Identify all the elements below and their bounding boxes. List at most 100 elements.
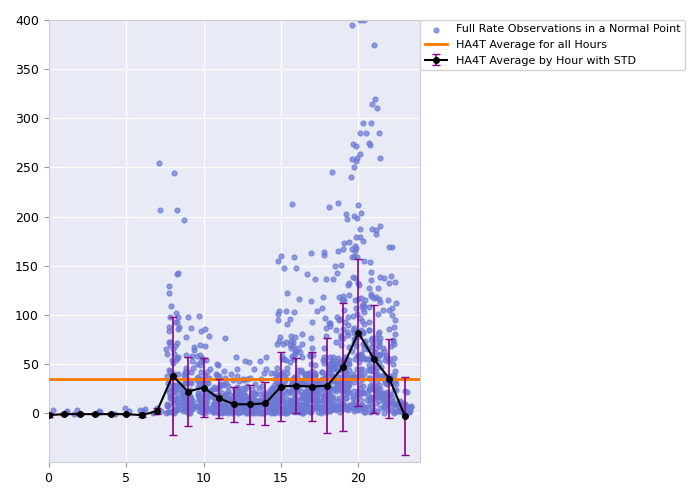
Full Rate Observations in a Normal Point — [247, 396, 258, 404]
Full Rate Observations in a Normal Point — [331, 372, 342, 380]
Full Rate Observations in a Normal Point — [244, 392, 256, 400]
Full Rate Observations in a Normal Point — [400, 400, 411, 407]
Full Rate Observations in a Normal Point — [288, 374, 300, 382]
Full Rate Observations in a Normal Point — [186, 357, 197, 365]
Full Rate Observations in a Normal Point — [94, 407, 105, 415]
Full Rate Observations in a Normal Point — [403, 408, 414, 416]
Full Rate Observations in a Normal Point — [335, 360, 346, 368]
Full Rate Observations in a Normal Point — [340, 382, 351, 390]
Full Rate Observations in a Normal Point — [336, 364, 347, 372]
Full Rate Observations in a Normal Point — [286, 377, 297, 385]
Full Rate Observations in a Normal Point — [225, 406, 237, 413]
Full Rate Observations in a Normal Point — [396, 408, 407, 416]
Full Rate Observations in a Normal Point — [381, 396, 392, 404]
Full Rate Observations in a Normal Point — [382, 398, 393, 406]
Full Rate Observations in a Normal Point — [391, 386, 402, 394]
Full Rate Observations in a Normal Point — [276, 408, 288, 416]
Full Rate Observations in a Normal Point — [209, 402, 220, 409]
Full Rate Observations in a Normal Point — [270, 396, 281, 404]
Full Rate Observations in a Normal Point — [302, 388, 314, 396]
Full Rate Observations in a Normal Point — [374, 296, 385, 304]
Full Rate Observations in a Normal Point — [216, 380, 227, 388]
Full Rate Observations in a Normal Point — [188, 343, 199, 351]
Full Rate Observations in a Normal Point — [377, 344, 388, 352]
Full Rate Observations in a Normal Point — [399, 387, 410, 395]
Full Rate Observations in a Normal Point — [244, 400, 256, 407]
Full Rate Observations in a Normal Point — [185, 378, 196, 386]
Full Rate Observations in a Normal Point — [241, 376, 253, 384]
Full Rate Observations in a Normal Point — [354, 332, 365, 340]
Full Rate Observations in a Normal Point — [240, 404, 251, 411]
Full Rate Observations in a Normal Point — [165, 394, 176, 402]
Full Rate Observations in a Normal Point — [179, 368, 190, 376]
Full Rate Observations in a Normal Point — [373, 342, 384, 349]
Full Rate Observations in a Normal Point — [357, 388, 368, 396]
Full Rate Observations in a Normal Point — [369, 348, 380, 356]
Full Rate Observations in a Normal Point — [235, 402, 246, 409]
Full Rate Observations in a Normal Point — [273, 389, 284, 397]
Full Rate Observations in a Normal Point — [355, 233, 366, 241]
Full Rate Observations in a Normal Point — [371, 378, 382, 386]
Full Rate Observations in a Normal Point — [224, 400, 235, 408]
Full Rate Observations in a Normal Point — [295, 378, 307, 386]
Full Rate Observations in a Normal Point — [242, 403, 253, 411]
Full Rate Observations in a Normal Point — [364, 139, 375, 147]
Full Rate Observations in a Normal Point — [274, 382, 285, 390]
Full Rate Observations in a Normal Point — [214, 406, 225, 413]
Full Rate Observations in a Normal Point — [363, 318, 374, 326]
Full Rate Observations in a Normal Point — [208, 383, 219, 391]
Full Rate Observations in a Normal Point — [284, 400, 295, 408]
Full Rate Observations in a Normal Point — [237, 384, 248, 392]
Full Rate Observations in a Normal Point — [336, 376, 347, 384]
Full Rate Observations in a Normal Point — [323, 360, 335, 368]
Full Rate Observations in a Normal Point — [193, 380, 204, 388]
Full Rate Observations in a Normal Point — [349, 252, 360, 260]
Full Rate Observations in a Normal Point — [250, 404, 261, 412]
Full Rate Observations in a Normal Point — [253, 406, 265, 414]
Full Rate Observations in a Normal Point — [323, 386, 335, 394]
Full Rate Observations in a Normal Point — [228, 404, 239, 412]
Full Rate Observations in a Normal Point — [225, 404, 236, 411]
Full Rate Observations in a Normal Point — [342, 388, 353, 396]
Full Rate Observations in a Normal Point — [263, 394, 274, 402]
Full Rate Observations in a Normal Point — [172, 313, 183, 321]
Full Rate Observations in a Normal Point — [316, 304, 328, 312]
Full Rate Observations in a Normal Point — [330, 338, 342, 345]
Full Rate Observations in a Normal Point — [337, 292, 349, 300]
Full Rate Observations in a Normal Point — [219, 392, 230, 400]
Full Rate Observations in a Normal Point — [323, 388, 335, 396]
Full Rate Observations in a Normal Point — [343, 278, 354, 286]
Full Rate Observations in a Normal Point — [296, 391, 307, 399]
Full Rate Observations in a Normal Point — [384, 398, 395, 406]
Full Rate Observations in a Normal Point — [374, 404, 386, 412]
Full Rate Observations in a Normal Point — [346, 373, 358, 381]
Full Rate Observations in a Normal Point — [285, 381, 296, 389]
Full Rate Observations in a Normal Point — [195, 340, 206, 348]
Full Rate Observations in a Normal Point — [301, 270, 312, 278]
Full Rate Observations in a Normal Point — [276, 352, 288, 360]
Full Rate Observations in a Normal Point — [337, 356, 349, 364]
Full Rate Observations in a Normal Point — [245, 402, 256, 409]
Full Rate Observations in a Normal Point — [278, 372, 289, 380]
Full Rate Observations in a Normal Point — [288, 401, 300, 409]
Full Rate Observations in a Normal Point — [71, 406, 83, 414]
Full Rate Observations in a Normal Point — [240, 407, 251, 415]
Full Rate Observations in a Normal Point — [222, 409, 233, 417]
Full Rate Observations in a Normal Point — [199, 371, 211, 379]
Full Rate Observations in a Normal Point — [281, 288, 292, 296]
Full Rate Observations in a Normal Point — [246, 404, 257, 411]
Full Rate Observations in a Normal Point — [273, 392, 284, 400]
Full Rate Observations in a Normal Point — [265, 404, 276, 412]
Full Rate Observations in a Normal Point — [171, 396, 182, 404]
Full Rate Observations in a Normal Point — [301, 381, 312, 389]
Full Rate Observations in a Normal Point — [312, 380, 323, 388]
Full Rate Observations in a Normal Point — [231, 398, 242, 406]
Full Rate Observations in a Normal Point — [288, 406, 300, 413]
Full Rate Observations in a Normal Point — [374, 154, 386, 162]
Full Rate Observations in a Normal Point — [328, 365, 339, 373]
Full Rate Observations in a Normal Point — [396, 407, 407, 415]
Full Rate Observations in a Normal Point — [241, 403, 252, 411]
Full Rate Observations in a Normal Point — [372, 387, 384, 395]
Full Rate Observations in a Normal Point — [313, 396, 324, 404]
Full Rate Observations in a Normal Point — [307, 386, 318, 394]
